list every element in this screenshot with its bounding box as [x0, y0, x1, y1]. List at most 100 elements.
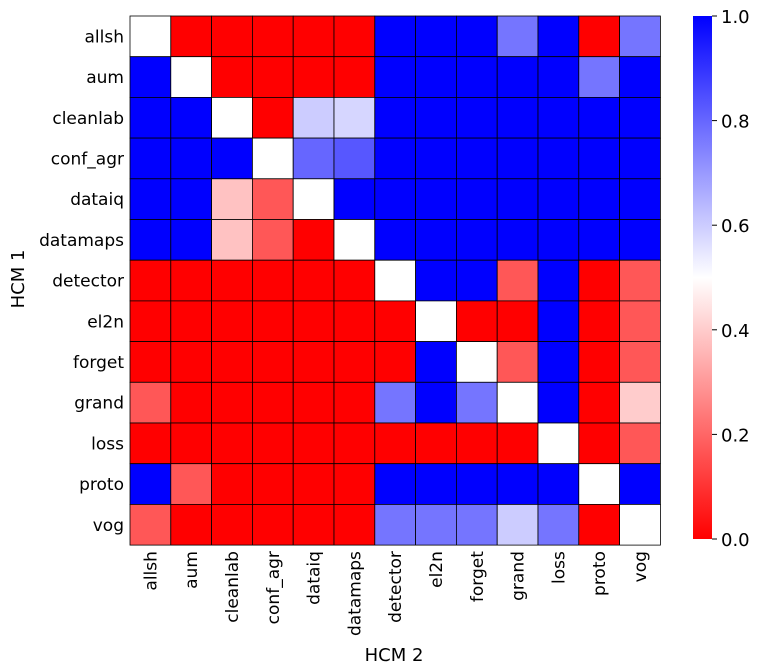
heatmap-cell-aum-vog	[619, 56, 661, 98]
heatmap-cell-forget-detector	[374, 341, 416, 383]
heatmap-cell-cleanlab-allsh	[129, 97, 172, 139]
heatmap-cell-dataiq-dataiq	[292, 178, 335, 220]
heatmap-cell-proto-dataiq	[292, 463, 335, 505]
heatmap-cell-dataiq-datamaps	[333, 178, 376, 220]
heatmap-cell-proto-proto	[578, 463, 620, 505]
heatmap-cell-aum-proto	[578, 56, 620, 98]
heatmap-cell-proto-aum	[170, 463, 213, 505]
heatmap-cell-proto-loss	[537, 463, 580, 505]
heatmap-cell-detector-vog	[619, 259, 661, 302]
colorbar: 0.0 0.2 0.4 0.6 0.8 1.0	[693, 7, 750, 551]
colorbar-tick-label: 0.2	[721, 425, 750, 446]
column-label-forget: forget	[468, 551, 488, 602]
heatmap-cell-conf_agr-proto	[578, 137, 620, 180]
heatmap-cell-forget-allsh	[129, 341, 172, 383]
heatmap-cell-cleanlab-grand	[496, 97, 539, 139]
heatmap-cell-allsh-allsh	[129, 15, 172, 58]
heatmap-cell-loss-el2n	[415, 422, 457, 465]
heatmap-cell-forget-forget	[455, 341, 498, 383]
heatmap-cell-aum-el2n	[415, 56, 457, 98]
heatmap-cell-dataiq-forget	[455, 178, 498, 220]
colorbar-ticks: 0.0 0.2 0.4 0.6 0.8 1.0	[712, 7, 750, 551]
heatmap-cell-proto-vog	[619, 463, 661, 505]
heatmap-cell-dataiq-loss	[537, 178, 580, 220]
heatmap-cell-proto-cleanlab	[211, 463, 253, 505]
column-label-conf_agr: conf_agr	[264, 551, 284, 624]
column-label-cleanlab: cleanlab	[223, 551, 243, 623]
heatmap-cell-grand-datamaps	[333, 381, 376, 424]
colorbar-tick-label: 1.0	[721, 7, 750, 28]
heatmap-cell-vog-aum	[170, 503, 213, 546]
heatmap-cell-loss-loss	[537, 422, 580, 465]
heatmap-cell-conf_agr-aum	[170, 137, 213, 180]
heatmap-cell-forget-datamaps	[333, 341, 376, 383]
heatmap-cell-el2n-proto	[578, 300, 620, 342]
heatmap-cell-dataiq-aum	[170, 178, 213, 220]
heatmap-cell-dataiq-cleanlab	[211, 178, 253, 220]
y-axis-label: HCM 1	[8, 250, 29, 309]
heatmap-cell-cleanlab-forget	[455, 97, 498, 139]
heatmap-cell-conf_agr-el2n	[415, 137, 457, 180]
heatmap-cell-cleanlab-dataiq	[292, 97, 335, 139]
heatmap-cell-forget-el2n	[415, 341, 457, 383]
heatmap-cell-cleanlab-datamaps	[333, 97, 376, 139]
heatmap-cell-datamaps-aum	[170, 219, 213, 261]
heatmap-cell-grand-allsh	[129, 381, 172, 424]
heatmap-cell-allsh-detector	[374, 15, 416, 58]
heatmap-cell-forget-aum	[170, 341, 213, 383]
heatmap-cell-vog-cleanlab	[211, 503, 253, 546]
heatmap-cell-aum-allsh	[129, 56, 172, 98]
colorbar-tick-label: 0.4	[721, 321, 750, 342]
heatmap-cell-loss-grand	[496, 422, 539, 465]
heatmap-cell-grand-aum	[170, 381, 213, 424]
heatmap-cell-forget-cleanlab	[211, 341, 253, 383]
heatmap-cell-el2n-loss	[537, 300, 580, 342]
heatmap-cell-grand-conf_agr	[251, 381, 294, 424]
heatmap-cell-vog-forget	[455, 503, 498, 546]
row-label-cleanlab: cleanlab	[52, 109, 124, 129]
heatmap-cell-vog-el2n	[415, 503, 457, 546]
heatmap-cell-vog-conf_agr	[251, 503, 294, 546]
heatmap-cell-conf_agr-allsh	[129, 137, 172, 180]
heatmap-cell-cleanlab-conf_agr	[251, 97, 294, 139]
heatmap-cell-grand-el2n	[415, 381, 457, 424]
heatmap-cell-vog-grand	[496, 503, 539, 546]
heatmap-cell-detector-forget	[455, 259, 498, 302]
colorbar-tick-label: 0.6	[721, 216, 750, 237]
heatmap-cell-allsh-el2n	[415, 15, 457, 58]
heatmap-cell-loss-dataiq	[292, 422, 335, 465]
heatmap-cell-cleanlab-cleanlab	[211, 97, 253, 139]
row-label-vog: vog	[93, 516, 124, 536]
heatmap-cell-proto-grand	[496, 463, 539, 505]
heatmap-cell-allsh-dataiq	[292, 15, 335, 58]
heatmap-cell-aum-forget	[455, 56, 498, 98]
column-label-datamaps: datamaps	[345, 551, 365, 636]
heatmap-cell-conf_agr-datamaps	[333, 137, 376, 180]
heatmap-cell-vog-dataiq	[292, 503, 335, 546]
heatmap-cell-conf_agr-dataiq	[292, 137, 335, 180]
column-label-loss: loss	[549, 551, 569, 584]
heatmap-cell-datamaps-vog	[619, 219, 661, 261]
heatmap-cell-grand-forget	[455, 381, 498, 424]
heatmap-cell-conf_agr-vog	[619, 137, 661, 180]
heatmap-cell-aum-conf_agr	[251, 56, 294, 98]
heatmap-cell-datamaps-cleanlab	[211, 219, 253, 261]
row-label-conf_agr: conf_agr	[51, 149, 124, 169]
heatmap-cell-cleanlab-aum	[170, 97, 213, 139]
column-label-vog: vog	[631, 551, 651, 582]
heatmap-cell-loss-conf_agr	[251, 422, 294, 465]
heatmap-cell-datamaps-loss	[537, 219, 580, 261]
heatmap-cell-dataiq-allsh	[129, 178, 172, 220]
heatmap-cell-vog-datamaps	[333, 503, 376, 546]
heatmap-cell-vog-detector	[374, 503, 416, 546]
heatmap-cell-allsh-grand	[496, 15, 539, 58]
heatmap-cell-aum-loss	[537, 56, 580, 98]
heatmap-cell-el2n-detector	[374, 300, 416, 342]
heatmap-cell-forget-loss	[537, 341, 580, 383]
heatmap-cell-datamaps-detector	[374, 219, 416, 261]
heatmap-cell-grand-loss	[537, 381, 580, 424]
heatmap-cell-aum-grand	[496, 56, 539, 98]
heatmap-cell-forget-vog	[619, 341, 661, 383]
